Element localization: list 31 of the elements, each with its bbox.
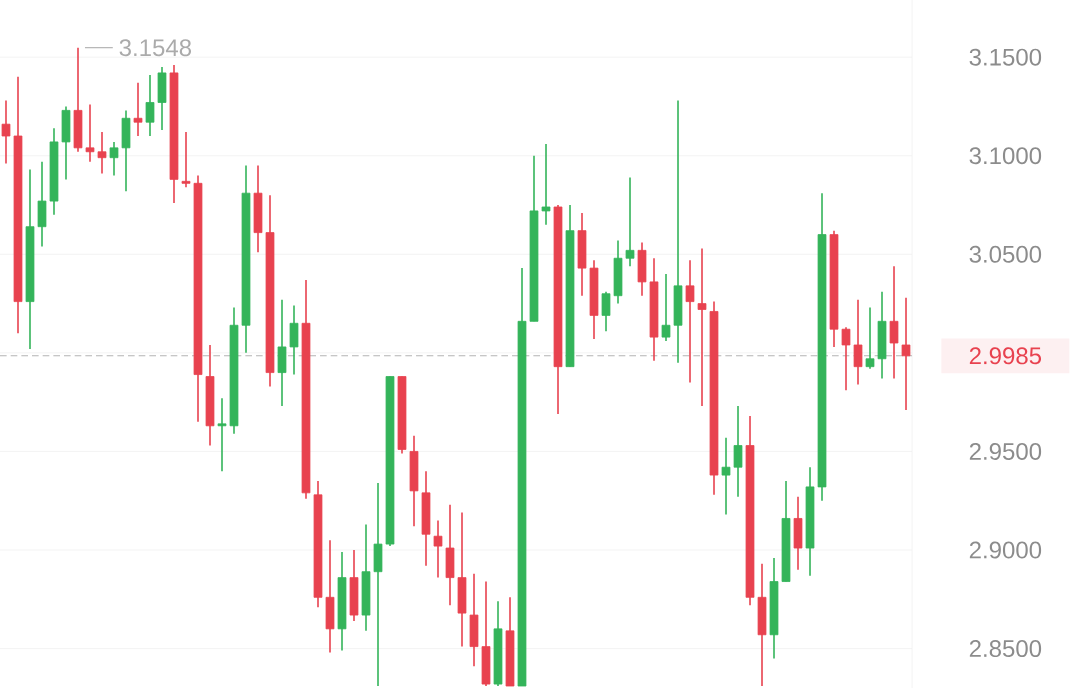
candlestick <box>733 405 743 498</box>
y-tick-label: 2.9500 <box>969 442 1042 460</box>
candlestick <box>685 259 695 384</box>
candlestick <box>433 519 443 579</box>
candlestick <box>217 397 227 472</box>
candlestick <box>853 298 863 386</box>
candlestick <box>181 131 191 189</box>
candlestick <box>601 290 611 332</box>
candlestick <box>901 296 911 411</box>
annotation: 3.1548 <box>119 39 192 57</box>
y-tick-label: 3.0500 <box>969 245 1042 263</box>
candlestick <box>145 74 155 137</box>
candlestick <box>541 143 551 226</box>
candlestick <box>625 176 635 267</box>
candlestick <box>841 326 851 392</box>
candlestick <box>133 81 143 137</box>
y-tick-label: 3.1500 <box>969 48 1042 66</box>
candlestick <box>721 436 731 516</box>
candlestick <box>865 306 875 370</box>
candlestick <box>109 141 119 177</box>
candlestick <box>1 99 11 165</box>
candlestick <box>85 103 95 163</box>
candlestick <box>97 131 107 175</box>
candlestick <box>889 265 899 380</box>
candlestick <box>697 247 707 407</box>
y-tick-label: 2.9000 <box>969 541 1042 559</box>
ref-line-label: 2.9985 <box>969 347 1042 365</box>
candlestick <box>289 304 299 376</box>
y-tick-label: 3.1000 <box>969 147 1042 165</box>
candlestick <box>661 273 671 342</box>
y-tick-label: 2.8500 <box>969 640 1042 658</box>
